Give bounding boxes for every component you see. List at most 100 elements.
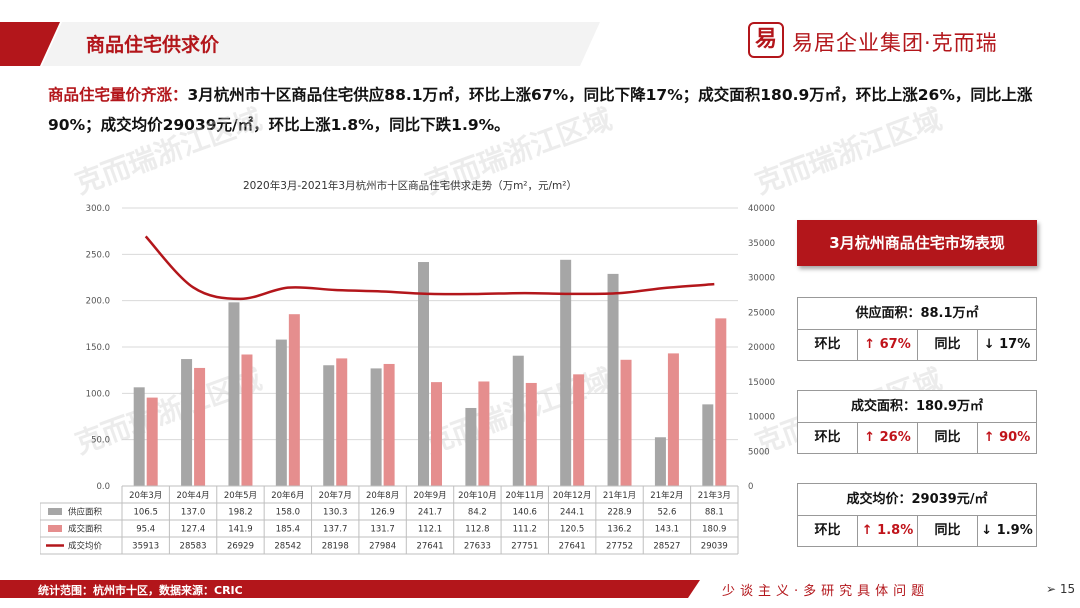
bar-deal <box>573 374 585 486</box>
legend-label: 成交面积 <box>68 524 103 535</box>
page-number: ➢ 15 <box>1046 582 1076 596</box>
bar-supply <box>275 339 287 486</box>
bar-deal <box>431 382 442 486</box>
data-label: 143.1 <box>655 525 679 535</box>
bar-supply <box>133 387 145 486</box>
data-label: 27984 <box>369 542 396 552</box>
data-label: 28583 <box>180 542 207 552</box>
bar-supply <box>607 273 619 486</box>
data-label: 130.3 <box>323 508 347 518</box>
y-left-tick-label: 0.0 <box>96 482 110 492</box>
kpi-header: 3月杭州商品住宅市场表现 <box>797 220 1037 266</box>
bar-deal <box>383 363 395 486</box>
data-label: 29039 <box>701 542 728 552</box>
bar-supply <box>370 368 382 486</box>
data-label: 88.1 <box>705 508 724 518</box>
y-left-tick-label: 50.0 <box>91 436 110 446</box>
bar-deal <box>525 382 537 486</box>
data-label: 27641 <box>559 542 586 552</box>
legend-swatch <box>48 525 62 532</box>
legend-label: 成交均价 <box>68 541 103 552</box>
kpi-yoy-label: 同比 <box>918 330 978 360</box>
kpi-card-row: 环比 ↑ 1.8% 同比 ↓ 1.9% <box>798 516 1036 546</box>
data-label: 136.2 <box>607 525 631 535</box>
x-tick-label: 20年11月 <box>505 490 544 501</box>
y-right-tick-label: 10000 <box>748 413 775 423</box>
data-label: 27752 <box>606 542 633 552</box>
data-label: 27751 <box>511 542 538 552</box>
y-right-tick-label: 35000 <box>748 239 775 249</box>
data-label: 120.5 <box>560 525 584 535</box>
y-right-tick-label: 40000 <box>748 204 775 214</box>
data-label: 126.9 <box>370 508 394 518</box>
x-tick-label: 20年12月 <box>553 490 592 501</box>
x-tick-label: 21年2月 <box>650 490 683 501</box>
kpi-card-row: 环比 ↑ 67% 同比 ↓ 17% <box>798 330 1036 360</box>
y-right-tick-label: 30000 <box>748 274 775 284</box>
data-label: 112.8 <box>465 525 489 535</box>
data-label: 112.1 <box>418 525 442 535</box>
company-logo-mark: 易 <box>748 22 784 58</box>
x-tick-label: 20年8月 <box>366 490 399 501</box>
bar-deal <box>336 358 348 486</box>
data-label: 137.7 <box>323 525 347 535</box>
footer-slogan: 少谈主义·多研究具体问题 <box>722 584 930 599</box>
header-red-wedge <box>0 22 60 66</box>
kpi-mom-label: 环比 <box>798 516 858 546</box>
legend-swatch <box>48 508 62 515</box>
data-label: 28527 <box>653 542 680 552</box>
kpi-yoy-value: ↓ 17% <box>983 337 1031 352</box>
kpi-card: 成交面积：180.9万㎡ 环比 ↑ 26% 同比 ↑ 90% <box>797 390 1037 454</box>
kpi-mom-value: ↑ 26% <box>858 423 918 453</box>
bar-deal <box>478 381 490 486</box>
headline-summary: 商品住宅量价齐涨：3月杭州市十区商品住宅供应88.1万㎡，环比上涨67%，同比下… <box>48 80 1038 140</box>
bar-supply <box>181 359 193 486</box>
y-left-tick-label: 200.0 <box>86 297 110 307</box>
data-label: 137.0 <box>181 508 205 518</box>
data-label: 26929 <box>227 542 254 552</box>
data-label: 106.5 <box>134 508 158 518</box>
bar-supply <box>512 355 524 486</box>
y-right-tick-label: 5000 <box>748 447 770 457</box>
data-label: 180.9 <box>702 525 726 535</box>
bar-supply <box>228 302 240 486</box>
kpi-card-row: 环比 ↑ 26% 同比 ↑ 90% <box>798 423 1036 453</box>
kpi-mom-value: ↑ 67% <box>858 330 918 360</box>
headline-body: 3月杭州市十区商品住宅供应88.1万㎡，环比上涨67%，同比下降17%；成交面积… <box>48 86 1033 134</box>
data-label: 35913 <box>132 542 159 552</box>
line-price <box>144 235 715 301</box>
data-label: 28542 <box>274 542 301 552</box>
x-tick-label: 20年3月 <box>129 490 162 501</box>
footer-red-band <box>0 580 700 598</box>
x-tick-label: 20年7月 <box>319 490 352 501</box>
x-tick-label: 20年10月 <box>458 490 497 501</box>
headline-lead: 商品住宅量价齐涨： <box>48 86 188 104</box>
x-tick-label: 21年1月 <box>603 490 636 501</box>
x-tick-label: 20年9月 <box>413 490 446 501</box>
supply-demand-chart: 0.0 50.0 100.0 150.0 200.0 250.0 300.0 0 5000 100… <box>40 204 775 555</box>
chart-title: 2020年3月-2021年3月杭州市十区商品住宅供求走势（万m²，元/m²） <box>242 180 577 192</box>
y-right-tick-label: 20000 <box>748 343 775 353</box>
kpi-card: 供应面积：88.1万㎡ 环比 ↑ 67% 同比 ↓ 17% <box>797 297 1037 361</box>
kpi-card-title: 成交均价：29039元/㎡ <box>798 484 1036 516</box>
y-left-tick-label: 300.0 <box>86 204 110 214</box>
data-label: 228.9 <box>607 508 631 518</box>
bar-supply <box>418 262 429 486</box>
kpi-mom-label: 环比 <box>798 423 858 453</box>
data-label: 27633 <box>464 542 491 552</box>
data-label: 185.4 <box>276 525 300 535</box>
data-label: 141.9 <box>228 525 252 535</box>
bar-supply <box>654 437 666 486</box>
footer-source: 统计范围：杭州市十区，数据来源：CRIC <box>38 584 243 597</box>
data-label: 158.0 <box>276 508 300 518</box>
kpi-card-title: 成交面积：180.9万㎡ <box>798 391 1036 423</box>
bar-deal <box>194 367 206 486</box>
kpi-yoy-label: 同比 <box>918 516 978 546</box>
data-label: 127.4 <box>181 525 205 535</box>
bar-deal <box>146 397 158 486</box>
x-tick-label: 21年3月 <box>698 490 731 501</box>
bar-supply <box>323 365 335 486</box>
y-left-tick-label: 100.0 <box>86 389 110 399</box>
y-left-tick-label: 250.0 <box>86 250 110 260</box>
kpi-card: 成交均价：29039元/㎡ 环比 ↑ 1.8% 同比 ↓ 1.9% <box>797 483 1037 547</box>
